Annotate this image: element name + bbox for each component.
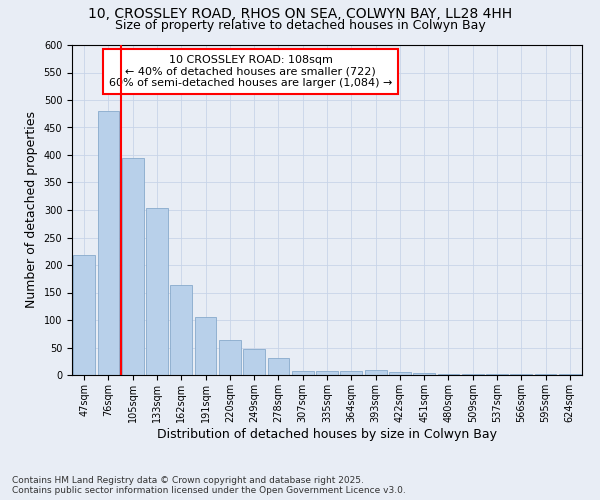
Text: 10, CROSSLEY ROAD, RHOS ON SEA, COLWYN BAY, LL28 4HH: 10, CROSSLEY ROAD, RHOS ON SEA, COLWYN B…	[88, 8, 512, 22]
Bar	[292, 371, 314, 375]
Bar	[122, 158, 143, 375]
Bar	[413, 374, 435, 375]
Bar	[146, 208, 168, 375]
Bar	[97, 111, 119, 375]
Bar	[535, 374, 556, 375]
Bar	[170, 286, 192, 375]
Bar	[243, 348, 265, 375]
Bar	[365, 370, 386, 375]
Text: Size of property relative to detached houses in Colwyn Bay: Size of property relative to detached ho…	[115, 18, 485, 32]
Bar	[268, 358, 289, 375]
Bar	[340, 371, 362, 375]
Bar	[462, 374, 484, 375]
Text: 10 CROSSLEY ROAD: 108sqm
← 40% of detached houses are smaller (722)
60% of semi-: 10 CROSSLEY ROAD: 108sqm ← 40% of detach…	[109, 55, 392, 88]
Bar	[559, 374, 581, 375]
Bar	[389, 372, 411, 375]
Text: Contains HM Land Registry data © Crown copyright and database right 2025.
Contai: Contains HM Land Registry data © Crown c…	[12, 476, 406, 495]
Y-axis label: Number of detached properties: Number of detached properties	[25, 112, 38, 308]
Bar	[316, 371, 338, 375]
Bar	[486, 374, 508, 375]
Bar	[194, 318, 217, 375]
Bar	[511, 374, 532, 375]
Bar	[437, 374, 460, 375]
Bar	[219, 340, 241, 375]
X-axis label: Distribution of detached houses by size in Colwyn Bay: Distribution of detached houses by size …	[157, 428, 497, 440]
Bar	[73, 255, 95, 375]
